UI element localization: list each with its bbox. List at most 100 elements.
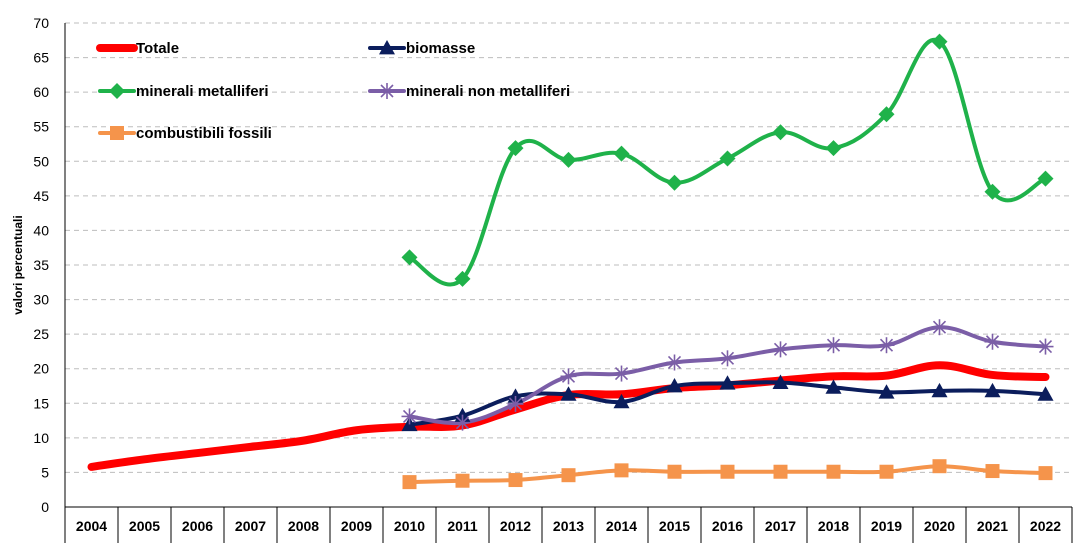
legend-label: combustibili fossili (136, 125, 272, 142)
data-point-3 (507, 395, 524, 412)
x-tick-label: 2004 (76, 518, 107, 534)
x-tick-label: 2012 (500, 518, 531, 534)
data-point-3 (613, 365, 630, 382)
series-markers (401, 33, 1054, 490)
data-point-2 (560, 151, 577, 168)
data-point-4 (508, 473, 523, 488)
data-point-1 (931, 382, 948, 398)
data-point-1 (825, 379, 842, 394)
legend-label: minerali metalliferi (136, 83, 269, 100)
axes: 0 5 10 15 20 25 30 35 40 45 50 55 60 65 70 2004 2005 2006… (33, 15, 1073, 543)
y-tick-label: 15 (33, 395, 49, 411)
data-point-2 (984, 183, 1001, 200)
data-point-3 (878, 337, 895, 354)
data-point-2 (666, 174, 683, 191)
x-tick-label: 2021 (977, 518, 1008, 534)
x-tick-label: 2014 (606, 518, 637, 534)
y-tick-label: 0 (41, 499, 49, 515)
x-tick-label: 2015 (659, 518, 690, 534)
data-point-1 (560, 386, 577, 401)
y-tick-label: 20 (33, 361, 49, 377)
data-point-1 (984, 382, 1001, 398)
data-point-1 (719, 375, 736, 390)
data-point-3 (560, 368, 577, 385)
y-tick-label: 45 (33, 188, 49, 204)
data-point-3 (454, 414, 471, 431)
y-tick-label: 35 (33, 257, 49, 273)
x-tick-label: 2019 (871, 518, 902, 534)
data-point-2 (772, 124, 789, 141)
data-point-1 (772, 374, 789, 389)
y-tick-label: 50 (33, 153, 49, 169)
data-point-2 (613, 145, 630, 162)
data-point-2 (878, 106, 895, 123)
legend-item: minerali metalliferi (98, 83, 269, 100)
data-point-2 (931, 33, 948, 50)
series-lines (87, 37, 1050, 485)
x-tick-label: 2013 (553, 518, 584, 534)
data-point-1 (878, 384, 895, 399)
data-point-4 (773, 464, 788, 479)
legend-marker (379, 83, 395, 99)
data-point-3 (825, 337, 842, 354)
data-point-2 (507, 140, 524, 157)
data-point-4 (455, 473, 470, 488)
data-point-4 (402, 475, 417, 490)
data-point-4 (879, 464, 894, 479)
y-tick-label: 10 (33, 430, 49, 446)
data-point-3 (719, 350, 736, 367)
legend-marker (110, 126, 124, 140)
data-point-4 (932, 459, 947, 474)
data-point-2 (719, 150, 736, 167)
data-point-3 (772, 341, 789, 358)
x-tick-label: 2022 (1030, 518, 1061, 534)
data-point-3 (1037, 338, 1054, 355)
x-tick-label: 2016 (712, 518, 743, 534)
legend-item: Totale (96, 40, 179, 57)
x-tick-label: 2011 (447, 518, 478, 534)
legend-item: biomasse (368, 40, 475, 57)
y-tick-label: 40 (33, 222, 49, 238)
legend-label: minerali non metalliferi (406, 83, 570, 100)
data-point-3 (984, 333, 1001, 350)
y-tick-label: 55 (33, 119, 49, 135)
y-tick-label: 5 (41, 464, 49, 480)
y-tick-label: 70 (33, 15, 49, 31)
x-tick-label: 2005 (129, 518, 160, 534)
data-point-2 (401, 249, 418, 266)
legend-label: Totale (136, 40, 179, 57)
data-point-2 (825, 140, 842, 157)
legend-item: combustibili fossili (98, 125, 272, 142)
data-point-4 (667, 464, 682, 479)
y-tick-label: 65 (33, 50, 49, 66)
y-tick-label: 30 (33, 292, 49, 308)
data-point-4 (985, 464, 1000, 479)
x-tick-label: 2017 (765, 518, 796, 534)
y-tick-label: 60 (33, 84, 49, 100)
data-point-2 (454, 270, 471, 287)
data-point-4 (614, 463, 629, 478)
x-tick-label: 2006 (182, 518, 213, 534)
legend-marker (109, 83, 125, 99)
data-point-4 (561, 468, 576, 483)
data-point-2 (1037, 170, 1054, 187)
legend-item: minerali non metalliferi (368, 83, 570, 100)
x-tick-label: 2007 (235, 518, 266, 534)
data-point-3 (401, 408, 418, 425)
data-point-1 (613, 393, 630, 409)
data-point-4 (1038, 466, 1053, 481)
legend-label: biomasse (406, 40, 475, 57)
x-tick-label: 2009 (341, 518, 372, 534)
legend: Totale biomasse minerali metalliferi minera… (96, 40, 570, 142)
data-point-3 (666, 354, 683, 371)
data-point-4 (826, 464, 841, 479)
data-point-3 (931, 319, 948, 336)
series-line-3 (407, 325, 1048, 426)
x-tick-label: 2008 (288, 518, 319, 534)
x-tick-label: 2020 (924, 518, 955, 534)
x-tick-label: 2010 (394, 518, 425, 534)
data-point-1 (666, 378, 683, 393)
y-tick-label: 25 (33, 326, 49, 342)
y-axis-label: valori percentuali (11, 215, 25, 314)
